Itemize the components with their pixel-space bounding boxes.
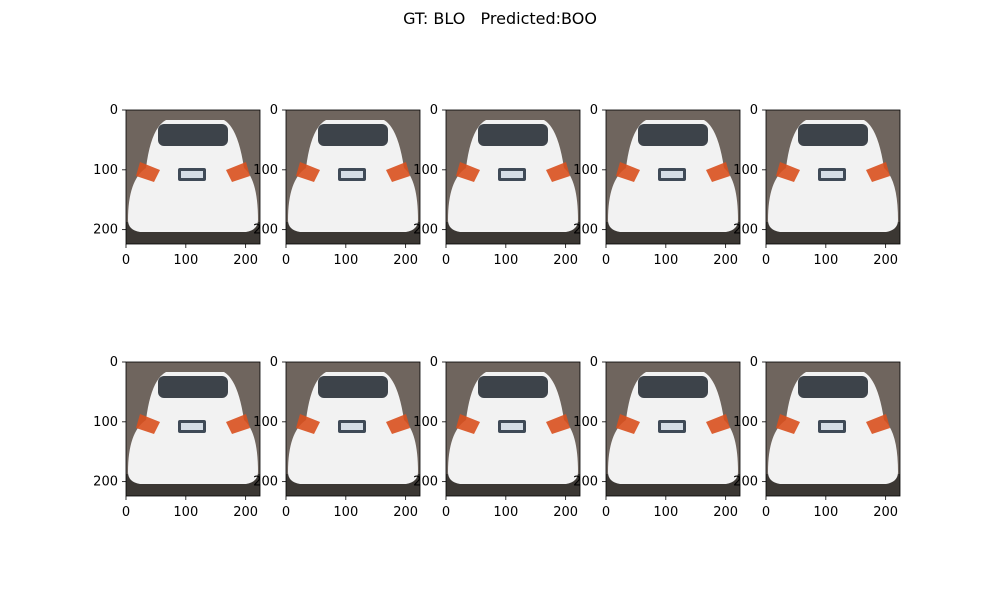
x-tick-label: 200 xyxy=(713,253,738,268)
y-tick-label: 100 xyxy=(733,415,758,430)
y-tick-label: 0 xyxy=(430,103,438,118)
x-tick-label: 100 xyxy=(173,253,198,268)
x-tick-label: 0 xyxy=(122,505,130,520)
x-tick-label: 200 xyxy=(873,505,898,520)
x-tick-label: 100 xyxy=(493,253,518,268)
subplot-panel: 0 100 200 0 100 200 xyxy=(253,352,431,527)
y-tick-label: 0 xyxy=(270,355,278,370)
x-tick-label: 100 xyxy=(333,505,358,520)
y-tick-label: 100 xyxy=(573,163,598,178)
subplot-axes: 0 100 200 0 100 200 xyxy=(413,355,581,520)
x-tick-label: 0 xyxy=(122,253,130,268)
y-tick-label: 100 xyxy=(733,163,758,178)
x-tick-label: 0 xyxy=(762,505,770,520)
x-tick-label: 0 xyxy=(282,505,290,520)
subplot-panel: 0 100 200 0 100 200 xyxy=(733,352,911,527)
x-tick-label: 0 xyxy=(602,253,610,268)
y-tick-label: 200 xyxy=(573,223,598,238)
x-tick-label: 100 xyxy=(813,505,838,520)
y-tick-label: 0 xyxy=(750,103,758,118)
subplot-panel: 0 100 200 0 100 200 xyxy=(93,352,271,527)
x-tick-label: 100 xyxy=(493,505,518,520)
y-tick-label: 200 xyxy=(253,223,278,238)
x-tick-label: 200 xyxy=(713,505,738,520)
x-tick-label: 200 xyxy=(233,505,258,520)
subplot-panel: 0 100 200 0 100 200 xyxy=(573,100,751,275)
y-tick-label: 100 xyxy=(253,163,278,178)
y-tick-label: 200 xyxy=(93,223,118,238)
x-tick-label: 0 xyxy=(282,253,290,268)
x-tick-label: 0 xyxy=(442,505,450,520)
subplot-axes: 0 100 200 0 100 200 xyxy=(573,103,741,268)
subplot-panel: 0 100 200 0 100 200 xyxy=(413,352,591,527)
subplot-panel: 0 100 200 0 100 200 xyxy=(573,352,751,527)
subplot-axes: 0 100 200 0 100 200 xyxy=(573,355,741,520)
y-tick-label: 0 xyxy=(430,355,438,370)
x-tick-label: 200 xyxy=(233,253,258,268)
x-tick-label: 0 xyxy=(762,253,770,268)
subplot-axes: 0 100 200 0 100 200 xyxy=(733,103,901,268)
x-tick-label: 0 xyxy=(602,505,610,520)
subplot-panel: 0 100 200 0 100 200 xyxy=(413,100,591,275)
subplot-panel: 0 100 200 0 100 200 xyxy=(253,100,431,275)
x-tick-label: 100 xyxy=(653,505,678,520)
x-tick-label: 200 xyxy=(873,253,898,268)
y-tick-label: 200 xyxy=(93,475,118,490)
y-tick-label: 200 xyxy=(253,475,278,490)
y-tick-label: 200 xyxy=(413,475,438,490)
y-tick-label: 100 xyxy=(413,163,438,178)
x-tick-label: 200 xyxy=(393,253,418,268)
y-tick-label: 0 xyxy=(750,355,758,370)
y-tick-label: 0 xyxy=(590,103,598,118)
y-tick-label: 0 xyxy=(590,355,598,370)
subplot-axes: 0 100 200 0 100 200 xyxy=(253,355,421,520)
x-tick-label: 100 xyxy=(653,253,678,268)
y-tick-label: 100 xyxy=(413,415,438,430)
y-tick-label: 0 xyxy=(110,355,118,370)
y-tick-label: 200 xyxy=(733,223,758,238)
x-tick-label: 100 xyxy=(813,253,838,268)
figure-title: GT: BLO Predicted:BOO xyxy=(403,9,597,28)
x-tick-label: 100 xyxy=(173,505,198,520)
y-tick-label: 200 xyxy=(413,223,438,238)
subplot-panel: 0 100 200 0 100 200 xyxy=(733,100,911,275)
x-tick-label: 100 xyxy=(333,253,358,268)
y-tick-label: 200 xyxy=(733,475,758,490)
subplot-axes: 0 100 200 0 100 200 xyxy=(93,103,261,268)
subplot-axes: 0 100 200 0 100 200 xyxy=(93,355,261,520)
y-tick-label: 100 xyxy=(253,415,278,430)
y-tick-label: 0 xyxy=(270,103,278,118)
y-tick-label: 0 xyxy=(110,103,118,118)
x-tick-label: 200 xyxy=(393,505,418,520)
x-tick-label: 0 xyxy=(442,253,450,268)
y-tick-label: 100 xyxy=(93,415,118,430)
x-tick-label: 200 xyxy=(553,253,578,268)
subplot-axes: 0 100 200 0 100 200 xyxy=(413,103,581,268)
x-tick-label: 200 xyxy=(553,505,578,520)
y-tick-label: 100 xyxy=(93,163,118,178)
y-tick-label: 100 xyxy=(573,415,598,430)
y-tick-label: 200 xyxy=(573,475,598,490)
subplot-axes: 0 100 200 0 100 200 xyxy=(733,355,901,520)
subplot-panel: 0 100 200 0 100 200 xyxy=(93,100,271,275)
subplot-axes: 0 100 200 0 100 200 xyxy=(253,103,421,268)
